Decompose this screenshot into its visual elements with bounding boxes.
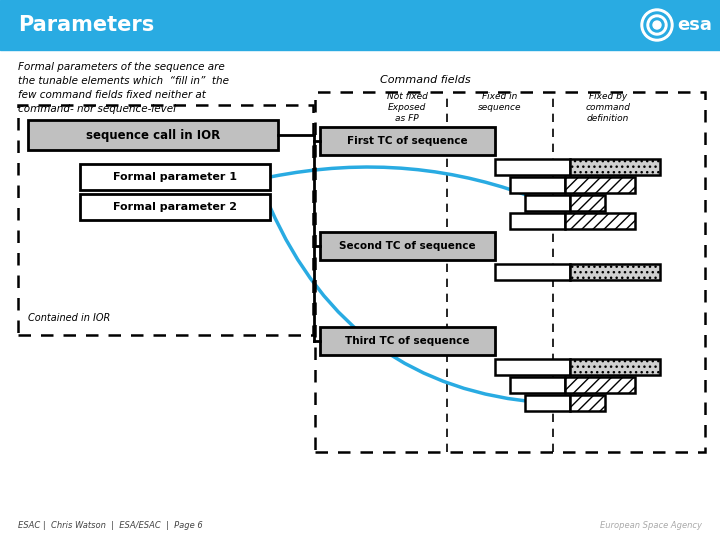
Text: sequence call in IOR: sequence call in IOR [86, 129, 220, 141]
Bar [510, 213, 565, 229]
Text: Formal parameter 1: Formal parameter 1 [113, 172, 237, 182]
Bar [525, 195, 570, 211]
FancyBboxPatch shape [320, 127, 495, 155]
Bar [570, 264, 660, 280]
Text: Contained in IOR: Contained in IOR [28, 313, 110, 323]
Bar [495, 264, 570, 280]
Bar [570, 159, 660, 175]
Text: Fixed by
command
definition: Fixed by command definition [585, 92, 631, 123]
Text: esa: esa [677, 16, 712, 34]
Bar [570, 195, 605, 211]
Text: Formal parameters of the sequence are
the tunable elements which  “fill in”  the: Formal parameters of the sequence are th… [18, 62, 229, 114]
Bar [565, 177, 635, 193]
Bar [510, 177, 565, 193]
FancyBboxPatch shape [28, 120, 278, 150]
Circle shape [641, 9, 673, 41]
Text: Formal parameter 2: Formal parameter 2 [113, 202, 237, 212]
FancyBboxPatch shape [80, 164, 270, 190]
Bar [495, 159, 570, 175]
Circle shape [647, 15, 667, 35]
FancyBboxPatch shape [320, 327, 495, 355]
Text: Second TC of sequence: Second TC of sequence [339, 241, 476, 251]
Bar [495, 359, 570, 375]
Bar [570, 395, 605, 411]
Bar [525, 395, 570, 411]
Bar [510, 377, 565, 393]
Bar [0, 0, 720, 50]
Circle shape [650, 18, 664, 32]
Bar [570, 359, 660, 375]
Text: Not fixed
Exposed
as FP: Not fixed Exposed as FP [387, 92, 428, 123]
Bar [565, 377, 635, 393]
FancyBboxPatch shape [320, 232, 495, 260]
Text: Parameters: Parameters [18, 15, 154, 35]
Bar [565, 213, 635, 229]
Text: Command fields: Command fields [380, 75, 471, 85]
Text: ESAC |  Chris Watson  |  ESA/ESAC  |  Page 6: ESAC | Chris Watson | ESA/ESAC | Page 6 [18, 521, 203, 530]
Circle shape [644, 12, 670, 38]
Text: Third TC of sequence: Third TC of sequence [346, 336, 469, 346]
Circle shape [653, 21, 661, 29]
Text: European Space Agency: European Space Agency [600, 521, 702, 530]
FancyBboxPatch shape [80, 194, 270, 220]
Text: First TC of sequence: First TC of sequence [347, 136, 468, 146]
Text: Fixed in
sequence: Fixed in sequence [478, 92, 522, 112]
